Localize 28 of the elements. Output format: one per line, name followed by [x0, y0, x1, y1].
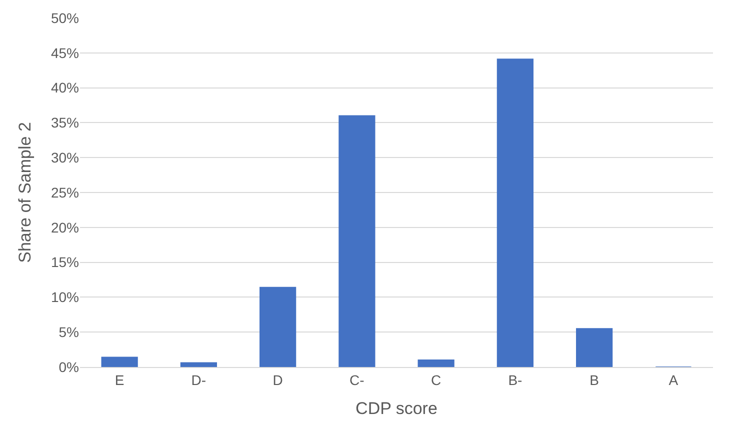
x-tick-label: D	[272, 372, 283, 388]
x-axis-title: CDP score	[356, 399, 438, 418]
y-axis-title: Share of Sample 2	[16, 122, 35, 263]
x-tick-label: B-	[508, 372, 523, 388]
x-tick-label: D-	[191, 372, 206, 388]
bar	[338, 115, 376, 367]
bar	[180, 362, 217, 367]
y-tick-label: 10%	[50, 289, 79, 306]
x-tick-label: B	[590, 372, 599, 388]
bar	[260, 286, 296, 367]
x-tick-label: C	[430, 372, 442, 388]
y-tick-label: 15%	[50, 254, 79, 270]
x-tick-label: E	[114, 372, 124, 388]
y-tick-label: 35%	[50, 114, 79, 131]
bar	[418, 360, 454, 367]
y-tick-label: 0%	[58, 358, 79, 375]
y-tick-label: 25%	[50, 184, 79, 200]
bar	[496, 58, 534, 367]
bar	[101, 356, 138, 367]
x-tick-label: A	[668, 372, 679, 388]
y-tick-label: 40%	[50, 80, 79, 96]
y-tick-label: 50%	[50, 10, 79, 26]
y-tick-label: 45%	[50, 44, 79, 61]
y-tick-label: 20%	[50, 219, 79, 236]
x-tick-label: C-	[350, 372, 365, 388]
bar	[576, 328, 613, 367]
y-tick-label: 5%	[58, 324, 79, 340]
y-tick-label: 30%	[50, 150, 79, 166]
